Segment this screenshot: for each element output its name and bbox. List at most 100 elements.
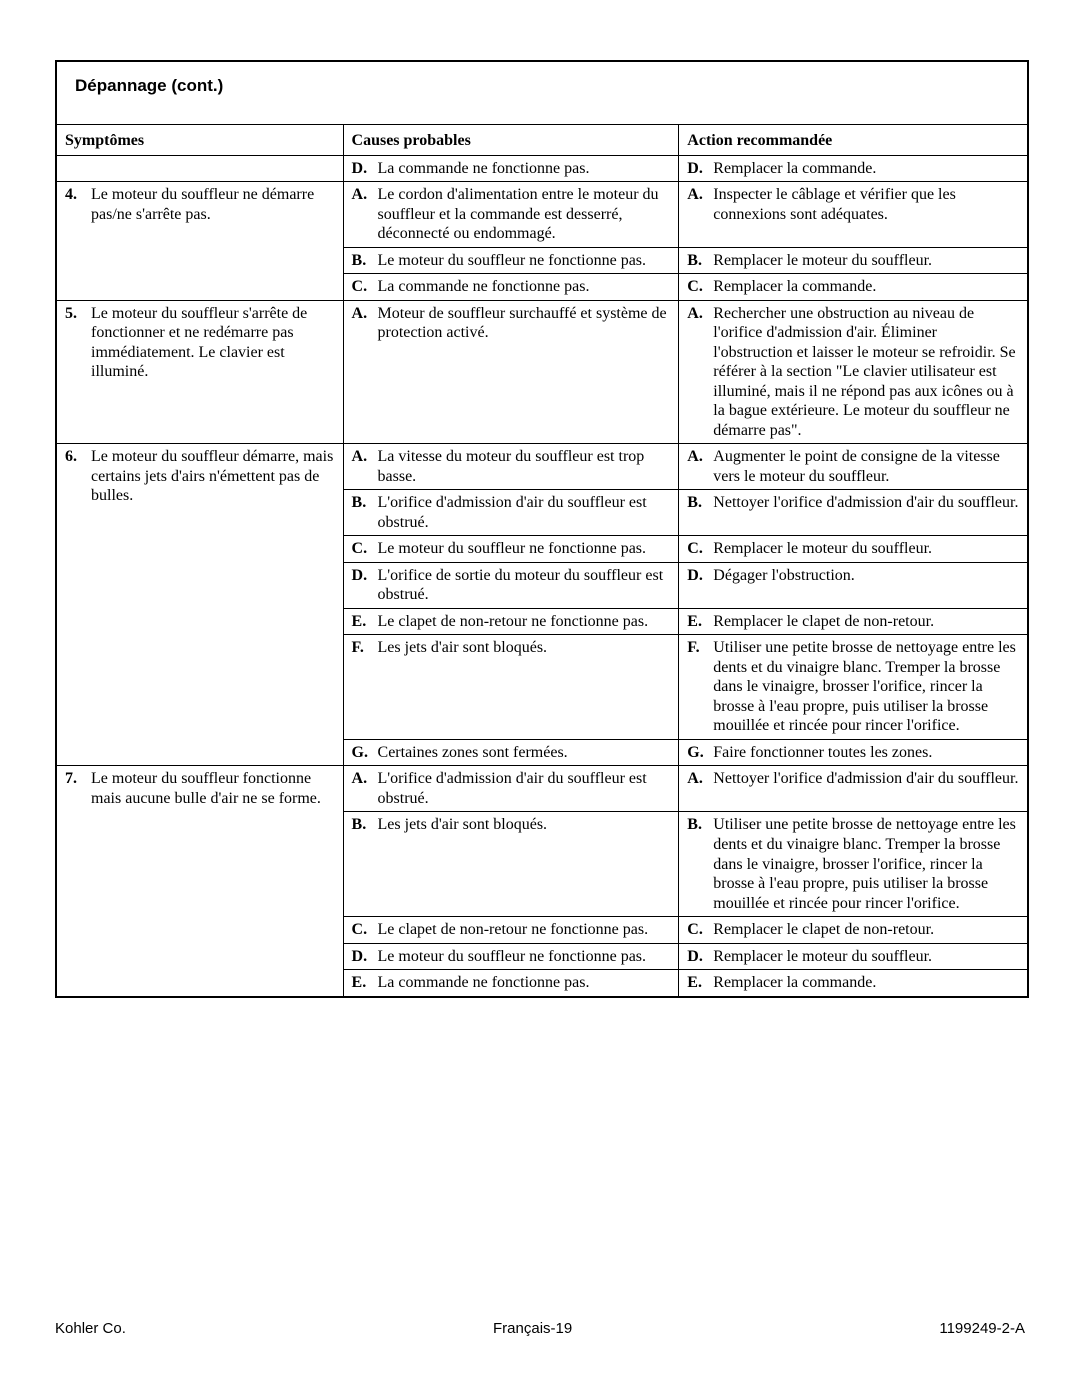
action-marker: E.	[687, 973, 713, 993]
table-row: 6.Le moteur du souffleur démarre, mais c…	[57, 444, 1027, 490]
action-marker: A.	[687, 769, 713, 789]
cause-cell: A.La vitesse du moteur du souffleur est …	[343, 444, 679, 490]
cause-cell: B.Le moteur du souffleur ne fonctionne p…	[343, 247, 679, 274]
symptom-text: Le moteur du souffleur s'arrête de fonct…	[91, 304, 335, 382]
footer-left: Kohler Co.	[55, 1320, 126, 1337]
action-cell: A.Nettoyer l'orifice d'admission d'air d…	[679, 766, 1027, 812]
cause-cell: D.L'orifice de sortie du moteur du souff…	[343, 562, 679, 608]
symptom-number: 5.	[65, 304, 91, 382]
action-marker: A.	[687, 447, 713, 486]
action-marker: D.	[687, 159, 713, 179]
table-row: 7.Le moteur du souffleur fonctionne mais…	[57, 766, 1027, 812]
table-header-row: Symptômes Causes probables Action recomm…	[57, 125, 1027, 155]
cause-marker: C.	[352, 539, 378, 559]
cause-marker: D.	[352, 159, 378, 179]
cause-cell: C.Le clapet de non-retour ne fonctionne …	[343, 916, 679, 943]
action-cell: E.Remplacer la commande.	[679, 969, 1027, 996]
cause-marker: A.	[352, 447, 378, 486]
action-text: Remplacer le clapet de non-retour.	[713, 920, 1019, 940]
action-text: Remplacer la commande.	[713, 973, 1019, 993]
cause-text: La vitesse du moteur du souffleur est tr…	[378, 447, 671, 486]
action-marker: C.	[687, 539, 713, 559]
action-cell: B.Nettoyer l'orifice d'admission d'air d…	[679, 489, 1027, 535]
cause-marker: B.	[352, 251, 378, 271]
action-text: Remplacer le clapet de non-retour.	[713, 612, 1019, 632]
action-text: Utiliser une petite brosse de nettoyage …	[713, 638, 1019, 736]
footer-center: Français-19	[493, 1320, 572, 1337]
cause-marker: B.	[352, 493, 378, 532]
table-row: D.La commande ne fonctionne pas.D.Rempla…	[57, 155, 1027, 182]
cause-marker: C.	[352, 277, 378, 297]
cause-text: Les jets d'air sont bloqués.	[378, 815, 671, 835]
action-text: Rechercher une obstruction au niveau de …	[713, 304, 1019, 441]
symptom-number: 6.	[65, 447, 91, 506]
action-marker: D.	[687, 566, 713, 586]
cause-text: La commande ne fonctionne pas.	[378, 159, 671, 179]
action-cell: C.Remplacer le moteur du souffleur.	[679, 535, 1027, 562]
cause-marker: F.	[352, 638, 378, 658]
action-text: Dégager l'obstruction.	[713, 566, 1019, 586]
symptom-text: Le moteur du souffleur ne démarre pas/ne…	[91, 185, 335, 224]
action-text: Remplacer la commande.	[713, 159, 1019, 179]
action-text: Nettoyer l'orifice d'admission d'air du …	[713, 493, 1019, 513]
action-cell: F.Utiliser une petite brosse de nettoyag…	[679, 634, 1027, 739]
cause-marker: A.	[352, 304, 378, 343]
cause-text: Le clapet de non-retour ne fonctionne pa…	[378, 920, 671, 940]
symptom-cell	[57, 155, 343, 182]
action-text: Utiliser une petite brosse de nettoyage …	[713, 815, 1019, 913]
cause-marker: D.	[352, 947, 378, 967]
action-cell: D.Remplacer le moteur du souffleur.	[679, 943, 1027, 970]
cause-marker: A.	[352, 185, 378, 244]
header-symptoms: Symptômes	[57, 125, 343, 155]
action-text: Inspecter le câblage et vérifier que les…	[713, 185, 1019, 224]
action-marker: E.	[687, 612, 713, 632]
action-cell: A.Rechercher une obstruction au niveau d…	[679, 300, 1027, 444]
action-marker: G.	[687, 743, 713, 763]
cause-text: L'orifice d'admission d'air du souffleur…	[378, 493, 671, 532]
cause-marker: C.	[352, 920, 378, 940]
cause-cell: G.Certaines zones sont fermées.	[343, 739, 679, 766]
troubleshooting-table: Symptômes Causes probables Action recomm…	[57, 125, 1027, 996]
cause-cell: B.L'orifice d'admission d'air du souffle…	[343, 489, 679, 535]
action-cell: E.Remplacer le clapet de non-retour.	[679, 608, 1027, 635]
action-marker: B.	[687, 251, 713, 271]
action-marker: C.	[687, 277, 713, 297]
cause-cell: C.Le moteur du souffleur ne fonctionne p…	[343, 535, 679, 562]
action-marker: A.	[687, 185, 713, 224]
action-marker: C.	[687, 920, 713, 940]
cause-text: Certaines zones sont fermées.	[378, 743, 671, 763]
cause-marker: E.	[352, 973, 378, 993]
action-marker: B.	[687, 815, 713, 913]
cause-cell: E.La commande ne fonctionne pas.	[343, 969, 679, 996]
table-row: 5.Le moteur du souffleur s'arrête de fon…	[57, 300, 1027, 444]
cause-text: Moteur de souffleur surchauffé et systèm…	[378, 304, 671, 343]
troubleshooting-box: Dépannage (cont.) Symptômes Causes proba…	[55, 60, 1029, 998]
cause-cell: F.Les jets d'air sont bloqués.	[343, 634, 679, 739]
action-cell: D.Remplacer la commande.	[679, 155, 1027, 182]
action-marker: B.	[687, 493, 713, 513]
cause-cell: A.Le cordon d'alimentation entre le mote…	[343, 182, 679, 247]
action-cell: B.Utiliser une petite brosse de nettoyag…	[679, 811, 1027, 916]
action-text: Remplacer le moteur du souffleur.	[713, 947, 1019, 967]
cause-marker: E.	[352, 612, 378, 632]
action-cell: C.Remplacer la commande.	[679, 273, 1027, 300]
action-cell: A.Augmenter le point de consigne de la v…	[679, 444, 1027, 490]
action-text: Augmenter le point de consigne de la vit…	[713, 447, 1019, 486]
cause-text: L'orifice d'admission d'air du souffleur…	[378, 769, 671, 808]
footer-right: 1199249-2-A	[939, 1320, 1025, 1337]
action-text: Nettoyer l'orifice d'admission d'air du …	[713, 769, 1019, 789]
cause-cell: A.Moteur de souffleur surchauffé et syst…	[343, 300, 679, 444]
symptom-number: 7.	[65, 769, 91, 808]
symptom-number: 4.	[65, 185, 91, 224]
action-marker: D.	[687, 947, 713, 967]
action-marker: F.	[687, 638, 713, 736]
cause-text: Le moteur du souffleur ne fonctionne pas…	[378, 251, 671, 271]
cause-text: Les jets d'air sont bloqués.	[378, 638, 671, 658]
cause-text: Le clapet de non-retour ne fonctionne pa…	[378, 612, 671, 632]
cause-text: Le cordon d'alimentation entre le moteur…	[378, 185, 671, 244]
cause-text: La commande ne fonctionne pas.	[378, 973, 671, 993]
cause-text: Le moteur du souffleur ne fonctionne pas…	[378, 947, 671, 967]
symptom-cell: 4.Le moteur du souffleur ne démarre pas/…	[57, 182, 343, 301]
action-cell: D.Dégager l'obstruction.	[679, 562, 1027, 608]
action-text: Remplacer le moteur du souffleur.	[713, 251, 1019, 271]
